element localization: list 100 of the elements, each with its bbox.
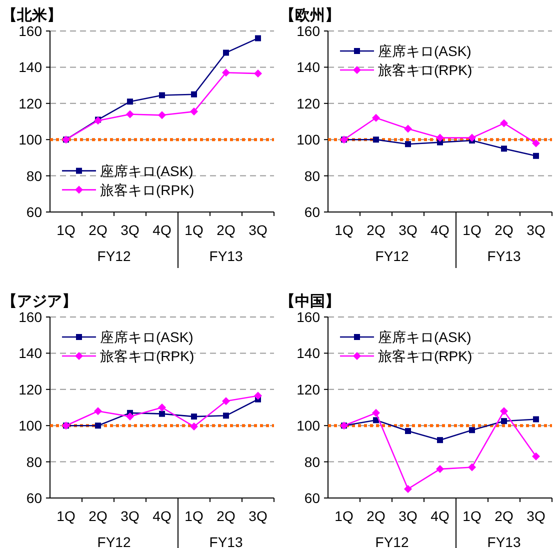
chart-title: 【北米】 [2,7,62,24]
point [191,91,197,98]
x-tick-label: 3Q [526,222,546,238]
x-tick-label: 1Q [462,222,482,238]
point [437,437,443,444]
y-tick-label: 60 [304,204,320,220]
point [468,463,476,472]
point [191,414,197,420]
y-tick-label: 160 [296,23,320,39]
point [159,410,165,417]
point [222,68,230,77]
x-tick-label: 2Q [88,508,108,524]
y-tick-label: 120 [18,95,42,112]
x-tick-label: 3Q [120,222,140,238]
point [158,404,166,412]
point [126,110,134,118]
point [372,408,380,417]
point [254,392,262,400]
x-tick-label: 2Q [366,222,386,238]
point [405,141,411,148]
x-tick-label: 3Q [398,222,418,238]
x-tick-label: 1Q [184,222,204,238]
y-tick-label: 80 [26,168,42,184]
point [127,98,133,105]
y-tick-label: 100 [296,418,320,434]
y-tick-label: 160 [18,309,42,325]
x-tick-label: 3Q [248,508,268,524]
x-tick-label: 1Q [462,508,482,524]
legend-label: 旅客キロ(RPK) [100,348,194,364]
point [254,70,262,78]
x-tick-label: 2Q [366,508,386,524]
text: FY13 [209,248,243,264]
x-tick-label: 4Q [430,508,450,524]
y-tick-label: 120 [18,381,42,398]
legend-label: 旅客キロ(RPK) [378,348,472,364]
point [532,139,540,148]
text: FY13 [487,534,521,548]
chart-title: 【中国】 [280,293,340,310]
point [436,465,444,474]
point [533,416,539,422]
legend-label: 座席キロ(ASK) [100,162,194,179]
point [404,484,412,493]
y-tick-label: 100 [18,418,42,434]
y-tick-label: 60 [304,490,320,506]
y-tick-label: 140 [296,59,320,76]
point [468,134,476,142]
x-tick-label: 2Q [216,222,236,238]
point [532,452,540,460]
text: FY12 [375,248,409,264]
y-tick-label: 60 [26,490,42,506]
x-tick-label: 1Q [334,222,354,238]
text: FY12 [97,534,131,548]
x-tick-label: 3Q [526,508,546,524]
legend-label: 旅客キロ(RPK) [100,182,194,198]
legend-label: 座席キロ(ASK) [378,43,472,59]
text: FY13 [487,248,521,264]
point [501,418,507,424]
point [372,114,380,122]
point [223,50,229,56]
point [222,397,230,406]
y-tick-label: 160 [18,23,42,39]
x-tick-label: 3Q [120,508,140,524]
point [373,136,379,143]
y-tick-label: 140 [18,59,42,76]
y-tick-label: 140 [296,345,320,362]
chart-title: 【欧州】 [280,7,340,24]
x-tick-label: 1Q [56,222,76,238]
point [255,35,261,42]
x-tick-label: 4Q [152,508,172,524]
y-tick-label: 140 [18,345,42,362]
y-tick-label: 80 [304,454,320,470]
point [95,422,101,429]
point [500,407,508,416]
point [533,152,539,159]
x-tick-label: 2Q [216,508,236,524]
point [158,111,166,120]
x-tick-label: 2Q [494,508,514,524]
x-tick-label: 4Q [152,222,172,238]
x-tick-label: 1Q [56,508,76,524]
x-tick-label: 2Q [494,222,514,238]
y-tick-label: 80 [304,168,320,184]
x-tick-label: 4Q [430,222,450,238]
point [405,428,411,434]
x-tick-label: 2Q [88,222,108,238]
point [159,92,165,98]
y-tick-label: 80 [26,454,42,470]
y-tick-label: 60 [26,204,42,220]
point [469,427,475,434]
point [190,422,198,431]
y-tick-label: 100 [296,132,320,148]
point [500,119,508,128]
legend-label: 座席キロ(ASK) [378,329,472,345]
text: FY12 [97,248,131,264]
x-tick-label: 3Q [398,508,418,524]
point [501,146,507,152]
point [436,134,444,142]
legend-label: 座席キロ(ASK) [100,329,194,345]
chart-title: 【アジア】 [2,293,77,310]
legend-label: 旅客キロ(RPK) [378,62,472,78]
y-tick-label: 100 [18,132,42,148]
